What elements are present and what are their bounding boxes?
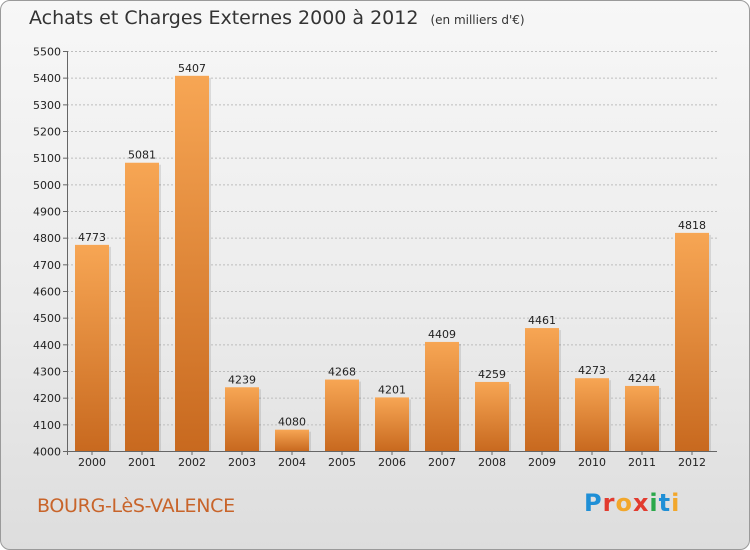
x-tick-label: 2001 — [128, 456, 156, 469]
y-tick-label: 4100 — [33, 419, 61, 432]
bar-value-label: 4259 — [478, 368, 506, 381]
x-tick-label: 2000 — [78, 456, 106, 469]
logo-letter: i — [671, 489, 681, 517]
proxiti-logo[interactable]: Proxiti — [584, 489, 680, 517]
bar — [575, 378, 609, 451]
x-tick-label: 2004 — [278, 456, 306, 469]
bar — [75, 244, 109, 451]
bar — [275, 429, 309, 451]
bar-value-label: 4080 — [278, 416, 306, 429]
y-tick-label: 4200 — [33, 392, 61, 405]
bar — [675, 232, 709, 451]
data-labels: 4773 2000 5081 2001 5407 2002 4239 2003 4080 2004… — [78, 62, 706, 469]
bar-value-label: 4818 — [678, 219, 706, 232]
logo-letter: P — [584, 489, 603, 517]
logo-letter: t — [658, 489, 672, 517]
bar — [325, 379, 359, 451]
bar-value-label: 5407 — [178, 62, 206, 75]
x-tick-label: 2012 — [678, 456, 706, 469]
y-tick-label: 4900 — [33, 206, 61, 219]
bar-value-label: 5081 — [128, 149, 156, 162]
bar — [625, 385, 659, 451]
y-tick-label: 4400 — [33, 339, 61, 352]
bar — [175, 75, 209, 452]
x-tick-label: 2003 — [228, 456, 256, 469]
x-tick-label: 2008 — [478, 456, 506, 469]
city-name: BOURG-LèS-VALENCE — [37, 495, 235, 517]
logo-letter: o — [615, 489, 633, 517]
bar-value-label: 4461 — [528, 314, 556, 327]
y-tick-label: 5100 — [33, 152, 61, 165]
chart-unit: (en milliers d'€) — [430, 13, 525, 27]
y-tick-label: 4000 — [33, 446, 61, 459]
bar-value-label: 4244 — [628, 372, 656, 385]
y-tick-label: 4500 — [33, 312, 61, 325]
y-tick-label: 4600 — [33, 286, 61, 299]
x-tick-label: 2002 — [178, 456, 206, 469]
y-tick-label: 5000 — [33, 179, 61, 192]
x-tick-label: 2005 — [328, 456, 356, 469]
bar — [375, 397, 409, 451]
title-text: Achats et Charges Externes 2000 à 2012 — [29, 7, 419, 29]
y-tick-label: 4300 — [33, 366, 61, 379]
bar-value-label: 4773 — [78, 231, 106, 244]
y-tick-label: 5500 — [33, 46, 61, 59]
y-tick-label: 4700 — [33, 259, 61, 272]
x-tick-label: 2010 — [578, 456, 606, 469]
bar — [225, 387, 259, 451]
bar-value-label: 4201 — [378, 383, 406, 396]
logo-letter: i — [649, 489, 659, 517]
y-tick-label: 5200 — [33, 126, 61, 139]
bar-value-label: 4409 — [428, 328, 456, 341]
y-tick-label: 4800 — [33, 232, 61, 245]
x-tick-label: 2007 — [428, 456, 456, 469]
logo-letter: x — [632, 489, 650, 517]
bars — [75, 75, 711, 452]
bar — [125, 162, 159, 451]
chart-title: Achats et Charges Externes 2000 à 2012 (e… — [29, 7, 525, 29]
bar — [425, 341, 459, 451]
bar — [525, 328, 559, 451]
x-tick-label: 2009 — [528, 456, 556, 469]
y-tick-label: 5400 — [33, 72, 61, 85]
bar-value-label: 4273 — [578, 364, 606, 377]
x-tick-label: 2006 — [378, 456, 406, 469]
bar-value-label: 4268 — [328, 366, 356, 379]
bar-value-label: 4239 — [228, 373, 256, 386]
x-tick-label: 2011 — [628, 456, 656, 469]
logo-letter: r — [602, 489, 616, 517]
axes: 4000 4100 4200 4300 4400 4500 4600 4700 4800 4900… — [33, 46, 717, 459]
bar — [475, 381, 509, 451]
y-tick-label: 5300 — [33, 99, 61, 112]
